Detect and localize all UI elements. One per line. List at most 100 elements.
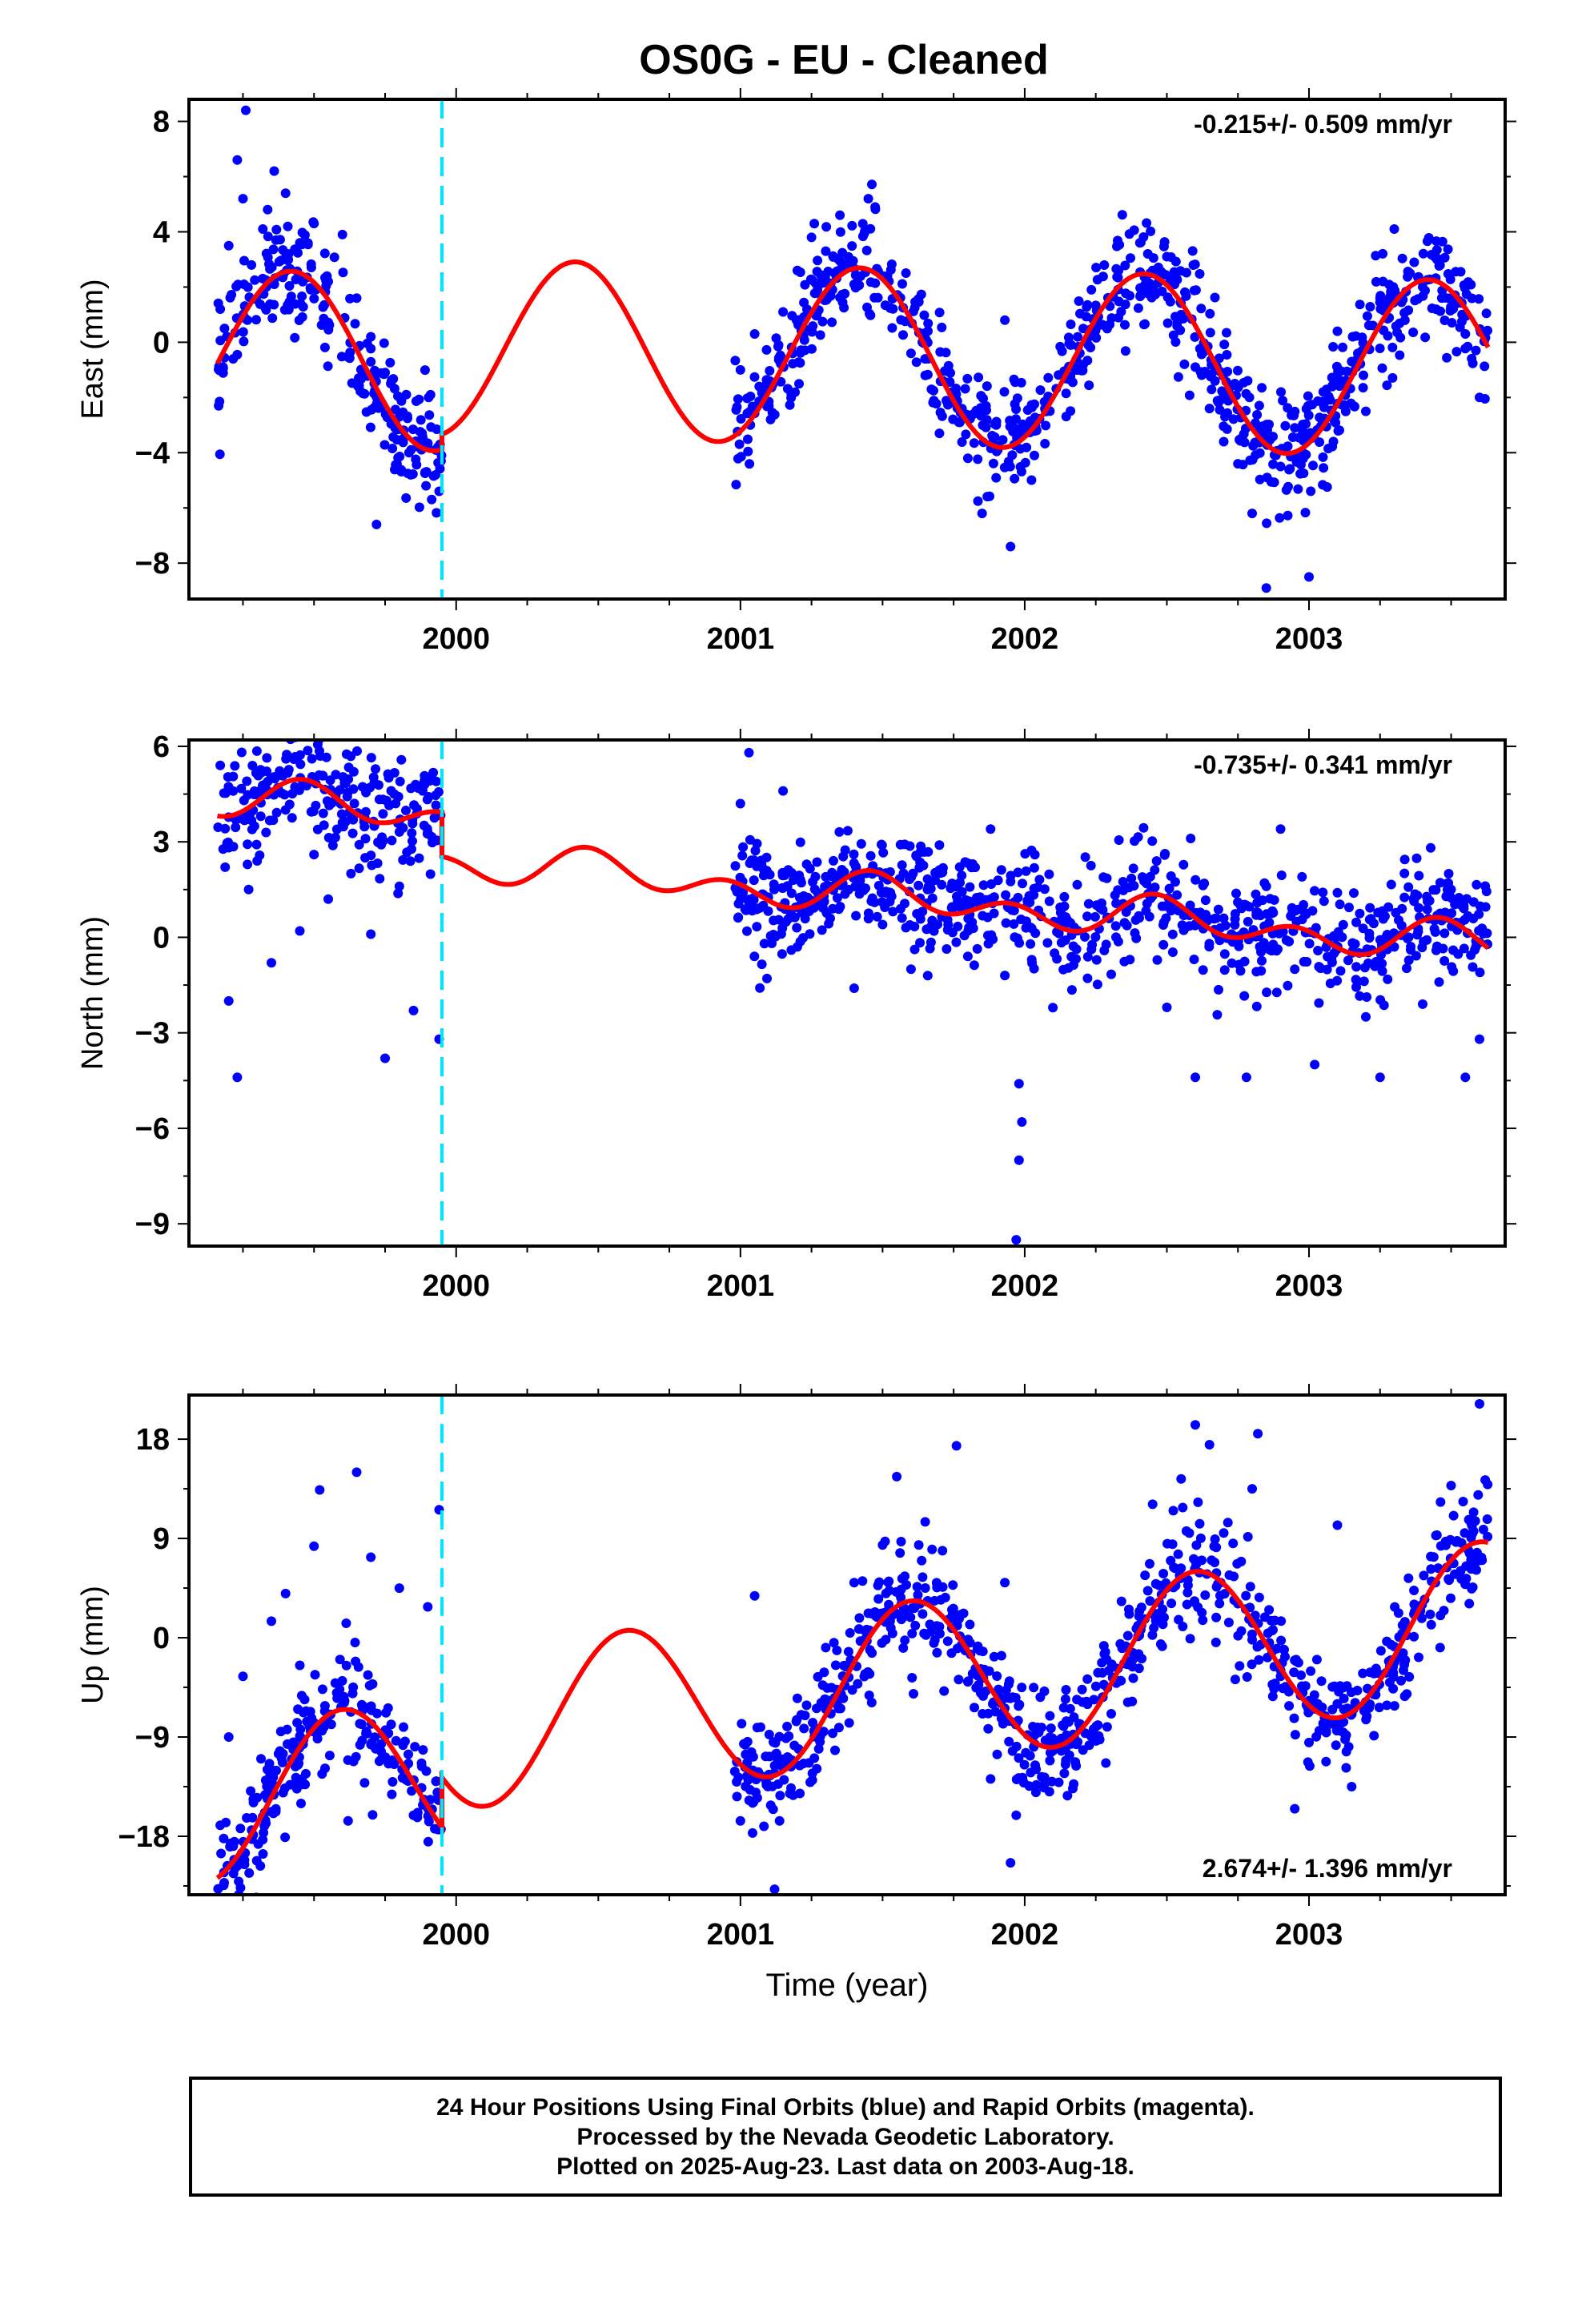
data-point <box>786 392 797 403</box>
data-point <box>1028 1722 1038 1731</box>
data-point <box>366 356 376 367</box>
data-point <box>905 348 916 359</box>
data-point <box>215 336 226 346</box>
data-point <box>801 859 812 870</box>
data-point <box>1178 1622 1188 1631</box>
data-point <box>1159 850 1170 860</box>
data-point <box>391 1735 401 1746</box>
data-point <box>1219 949 1230 959</box>
data-point <box>1213 904 1223 915</box>
data-point <box>759 1821 769 1831</box>
data-point <box>805 929 815 939</box>
data-point <box>1290 1803 1300 1814</box>
data-point <box>1212 396 1223 406</box>
data-point <box>1475 901 1485 911</box>
data-point <box>1101 1758 1111 1768</box>
data-point <box>765 414 776 424</box>
data-point <box>847 220 857 231</box>
data-point <box>424 410 435 420</box>
data-point <box>920 1517 930 1527</box>
data-point <box>742 393 753 404</box>
data-point <box>228 1868 239 1879</box>
data-point <box>769 915 779 926</box>
y-axis-ticks: −9 −6 −3 0 3 6 <box>135 730 1516 1241</box>
data-point <box>244 1868 255 1878</box>
data-point <box>1338 342 1347 352</box>
data-point <box>295 1660 305 1671</box>
data-point <box>351 1656 361 1667</box>
data-point <box>881 887 891 897</box>
data-point <box>925 943 935 954</box>
data-point <box>960 384 970 394</box>
data-point <box>1302 957 1312 967</box>
data-point <box>295 759 306 770</box>
data-point <box>1439 252 1450 263</box>
data-point <box>1106 1659 1117 1670</box>
data-point <box>1460 1072 1471 1083</box>
data-point <box>1409 1599 1419 1610</box>
data-point <box>1193 1497 1203 1507</box>
data-point <box>1026 939 1036 949</box>
x-tick-label: 2003 <box>1275 1269 1343 1303</box>
data-point <box>292 730 302 739</box>
data-point <box>1047 1733 1058 1743</box>
data-point <box>757 959 767 970</box>
data-point <box>432 508 442 518</box>
data-point <box>1389 1701 1399 1711</box>
data-point <box>1091 955 1102 965</box>
data-point <box>406 469 416 480</box>
data-point <box>1241 1590 1251 1601</box>
data-point <box>730 356 741 366</box>
data-point <box>223 1732 234 1742</box>
data-point <box>1059 1768 1070 1779</box>
data-point <box>319 1701 330 1711</box>
data-point <box>309 219 319 229</box>
data-point <box>1093 1667 1103 1678</box>
data-point <box>271 1803 281 1814</box>
data-point <box>743 446 753 456</box>
data-point <box>1416 1613 1427 1623</box>
data-point <box>1247 509 1257 519</box>
data-point <box>1306 1666 1316 1676</box>
data-point <box>1477 1555 1488 1566</box>
data-point <box>854 889 865 899</box>
data-point <box>251 1856 262 1866</box>
y-tick-label: 0 <box>153 326 170 360</box>
data-point <box>1343 955 1353 966</box>
data-point <box>1346 1687 1356 1698</box>
data-point <box>247 259 257 270</box>
data-point <box>1066 320 1076 329</box>
data-point <box>1480 361 1490 372</box>
data-point <box>795 358 805 368</box>
data-point <box>907 1673 917 1683</box>
data-point <box>1029 963 1039 974</box>
data-point <box>986 1774 996 1784</box>
data-point <box>259 1821 270 1831</box>
data-point <box>384 800 395 810</box>
data-point <box>993 875 1003 886</box>
data-point <box>1439 955 1450 966</box>
data-point <box>962 373 973 384</box>
data-point <box>982 381 992 392</box>
data-point <box>1017 466 1026 476</box>
data-point <box>817 316 828 327</box>
data-point <box>1138 822 1149 833</box>
data-point <box>1266 476 1276 487</box>
data-point <box>1404 1671 1415 1682</box>
data-point <box>845 1628 855 1638</box>
data-point <box>367 860 377 870</box>
data-point <box>1200 895 1211 906</box>
data-point <box>341 749 351 759</box>
data-point <box>1256 947 1266 957</box>
data-point <box>769 1760 780 1771</box>
data-point <box>748 1751 758 1762</box>
data-point <box>1168 272 1178 283</box>
data-point <box>303 730 312 740</box>
data-point <box>968 923 978 934</box>
data-point <box>243 859 253 870</box>
data-point <box>911 357 921 368</box>
x-tick-label: 2002 <box>991 1269 1059 1303</box>
data-point <box>1283 403 1293 413</box>
data-point <box>976 391 986 401</box>
data-point <box>1355 908 1365 919</box>
